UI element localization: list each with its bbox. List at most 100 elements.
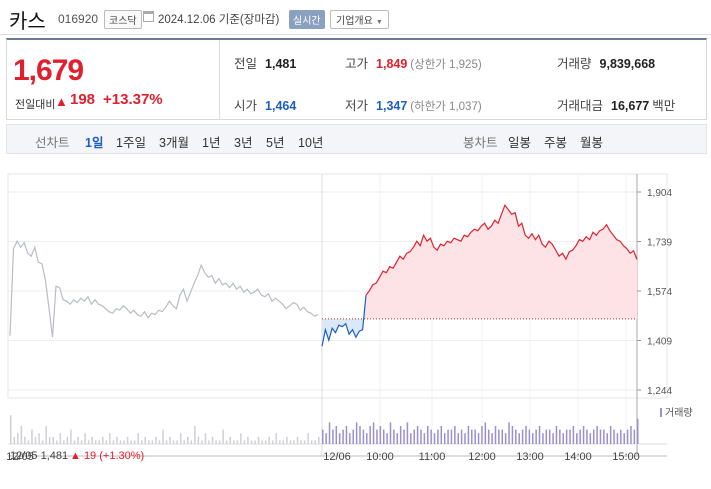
volume-bar: [140, 440, 143, 444]
chart-lines: [9, 203, 638, 347]
volume-bar: [314, 440, 316, 444]
candle-chart-label[interactable]: 봉차트: [463, 136, 498, 150]
candle-week[interactable]: 주봉: [544, 136, 568, 150]
volume-bar: [464, 433, 466, 444]
volume-bar: [603, 429, 605, 444]
volume-label: 거래량: [557, 57, 592, 71]
date-text: 2024.12.06 기준(장마감): [158, 14, 280, 26]
volume-bar: [633, 429, 636, 444]
period-3m[interactable]: 3개월: [159, 136, 189, 150]
volume-bar: [447, 429, 449, 444]
volume-bar: [293, 440, 295, 444]
stock-code: 016920: [58, 12, 99, 26]
volume-bar: [112, 440, 115, 444]
volume-bar: [491, 433, 493, 444]
volume-bar: [515, 429, 517, 444]
volume-bar: [555, 426, 558, 444]
today-up-line: [365, 203, 638, 296]
line-chart-label[interactable]: 선차트: [35, 136, 70, 150]
chevron-down-icon: ▼: [375, 19, 383, 26]
chart-labels: 1,904 1,739 1,574 1,409 1,244 거래량 12/05 12/06 10…: [6, 188, 692, 463]
company-overview-button[interactable]: 기업개요 ▼: [330, 10, 389, 29]
volume-bar: [300, 440, 302, 444]
volume-bar: [20, 426, 23, 444]
upper-limit: (상한가 1,925): [410, 59, 482, 71]
price-chart[interactable]: 1,904 1,739 1,574 1,409 1,244 거래량 12/05 12/06 10…: [0, 160, 711, 489]
volume-bar: [197, 436, 200, 444]
volume-bar: [427, 426, 429, 444]
volume-bar: [119, 440, 122, 444]
volume-bar: [416, 426, 419, 444]
volume-bar: [596, 426, 598, 444]
volume-bar: [10, 415, 12, 444]
period-5y[interactable]: 5년: [266, 136, 285, 150]
volume-bar: [498, 429, 500, 444]
period-1y[interactable]: 1년: [202, 136, 221, 150]
prev-day-line: [9, 239, 319, 338]
volume-bar: [322, 429, 324, 444]
change-label: 전일대비: [15, 99, 56, 111]
volume-bar: [59, 433, 62, 444]
volume-bar: [77, 436, 79, 444]
chart-area: [322, 205, 637, 347]
x-tick-label: 12:00: [468, 451, 496, 463]
low-cell: 저가 1,347 (하한가 1,037): [345, 95, 482, 114]
x-tick-label: 10:00: [366, 451, 394, 463]
price-chart-svg: 1,904 1,739 1,574 1,409 1,244 거래량 12/05 12/06 10…: [6, 173, 693, 463]
volume-bar: [450, 429, 453, 444]
period-3y[interactable]: 3년: [234, 136, 253, 150]
volume-bar: [369, 426, 371, 444]
quote-panel: 1,679 전일대비 ▲ 198 +13.37% 전일 1,481 고가 1,849…: [6, 38, 707, 120]
volume-bar: [481, 426, 483, 444]
company-overview-label: 기업개요: [336, 16, 373, 27]
open-value: 1,464: [265, 99, 297, 113]
volume-bar: [102, 436, 104, 444]
volume-bar: [233, 440, 235, 444]
volume-bar: [552, 433, 554, 444]
prev-close-cell: 전일 1,481: [234, 53, 296, 72]
realtime-button[interactable]: 실시간: [289, 10, 325, 29]
volume-bar: [271, 440, 274, 444]
volume-bar: [345, 426, 348, 444]
volume-bar: [38, 433, 40, 444]
volume-bar: [155, 436, 157, 444]
period-1w[interactable]: 1주일: [116, 136, 146, 150]
volume-bar: [545, 429, 548, 444]
period-1d[interactable]: 1일: [85, 136, 104, 150]
volume-bar: [616, 433, 619, 444]
volume-bar: [229, 436, 231, 444]
prev-close-label: 전일: [234, 57, 258, 71]
volume-bar: [532, 433, 534, 444]
volume-bar: [613, 429, 615, 444]
volume-legend-swatch: [660, 408, 662, 417]
volume-bar: [162, 429, 164, 444]
lower-limit: (하한가 1,037): [410, 101, 482, 113]
volume-bar: [399, 426, 402, 444]
volume-bar: [467, 426, 470, 444]
volume-bar: [477, 433, 480, 444]
amount-label: 거래대금: [557, 99, 604, 113]
volume-bar: [13, 436, 16, 444]
volume-bar: [548, 429, 551, 444]
volume-bar: [307, 433, 309, 444]
volume-cell: 거래량 9,839,668: [557, 53, 655, 72]
quote-divider: [219, 40, 220, 120]
candle-day[interactable]: 일봉: [508, 136, 532, 150]
volume-bar: [349, 433, 351, 444]
volume-bar: [386, 433, 388, 444]
volume-bar: [254, 440, 256, 444]
volume-bar: [430, 429, 432, 444]
volume-bar: [84, 433, 86, 444]
volume-bar: [403, 429, 405, 444]
period-10y[interactable]: 10년: [298, 136, 324, 150]
volume-bar: [410, 433, 412, 444]
volume-bar: [325, 433, 327, 444]
volume-bar: [521, 429, 524, 444]
candle-month[interactable]: 월봉: [580, 136, 604, 150]
volume-bar: [123, 440, 125, 444]
volume-bar: [437, 429, 439, 444]
chart-toolbar: 선차트 1일 1주일 3개월 1년 3년 5년 10년 봉차트 일봉 주봉 월봉: [6, 124, 707, 154]
volume-bar: [606, 433, 609, 444]
volume-bar: [208, 440, 210, 444]
volume-bar: [98, 440, 101, 444]
